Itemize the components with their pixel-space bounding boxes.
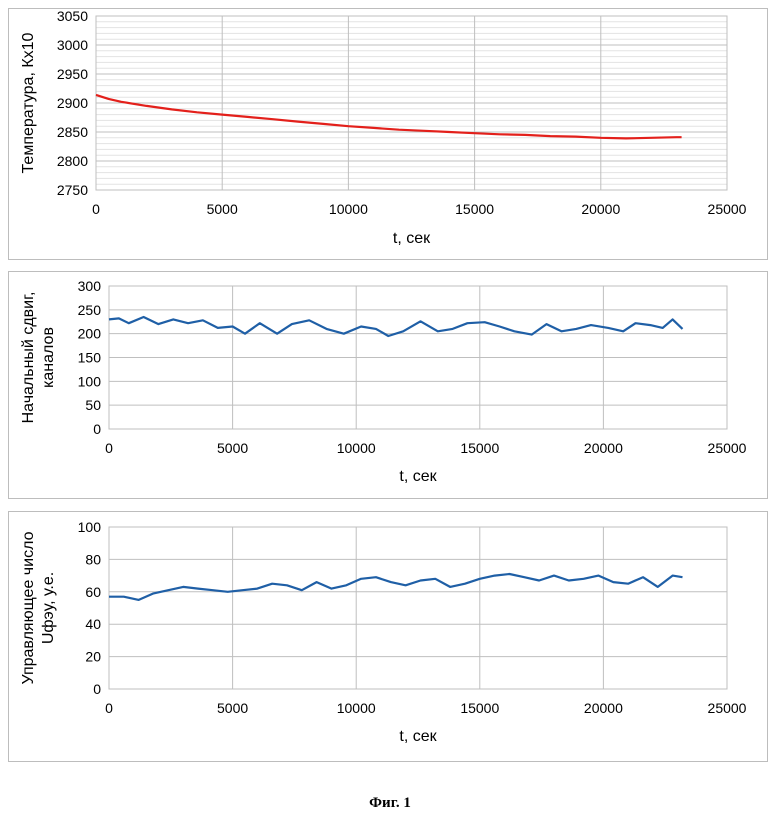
x-tick-label: 10000 <box>329 201 368 217</box>
x-tick-label: 20000 <box>581 201 620 217</box>
x-tick-label: 20000 <box>584 440 623 456</box>
x-tick-label: 0 <box>92 201 100 217</box>
y-tick-label: 40 <box>85 616 101 632</box>
y-tick-label: 20 <box>85 649 101 665</box>
x-tick-label: 10000 <box>337 440 376 456</box>
x-axis-label: t, сек <box>399 468 437 485</box>
y-tick-label: 50 <box>85 397 101 413</box>
y-tick-label: 0 <box>93 681 101 697</box>
x-tick-label: 10000 <box>337 700 376 716</box>
x-tick-label: 15000 <box>455 201 494 217</box>
temperature-chart-panel: 2750 2800 2850 2900 2950 3000 3050 0 5000 10000 15… <box>8 8 768 260</box>
y-tick-label: 3000 <box>57 37 88 53</box>
y-axis-label: Управляющее числоUфэу, у.е. <box>20 531 57 684</box>
x-tick-label: 0 <box>105 700 113 716</box>
y-tick-label: 100 <box>78 373 102 389</box>
y-axis-label: Температура, Кх10 <box>20 32 37 173</box>
x-tick-label: 15000 <box>460 700 499 716</box>
x-tick-label: 5000 <box>217 440 248 456</box>
x-tick-label: 25000 <box>708 440 747 456</box>
x-axis-label: t, сек <box>393 230 431 247</box>
y-tick-label: 300 <box>78 278 102 294</box>
x-tick-label: 5000 <box>207 201 238 217</box>
y-tick-label: 2800 <box>57 153 88 169</box>
y-tick-label: 2950 <box>57 66 88 82</box>
x-axis-label: t, сек <box>399 728 437 745</box>
control-number-chart-panel: 0 20 40 60 80 100 0 5000 10000 15000 20000 25000 t, … <box>8 511 768 762</box>
y-tick-label: 250 <box>78 302 102 318</box>
x-tick-label: 15000 <box>460 440 499 456</box>
shift-chart-panel: 0 50 100 150 200 250 300 0 5000 10000 15000 20000 25… <box>8 271 768 499</box>
y-tick-label: 100 <box>78 519 102 535</box>
x-tick-label: 25000 <box>708 700 747 716</box>
y-tick-label: 2900 <box>57 95 88 111</box>
y-tick-label: 2750 <box>57 182 88 198</box>
y-tick-label: 60 <box>85 584 101 600</box>
y-tick-label: 2850 <box>57 124 88 140</box>
figure-caption: Фиг. 1 <box>0 795 780 812</box>
y-axis-label: Начальный сдвиг,каналов <box>20 292 57 424</box>
plot-area <box>109 527 727 689</box>
x-tick-label: 20000 <box>584 700 623 716</box>
y-tick-label: 150 <box>78 350 102 366</box>
y-tick-label: 3050 <box>57 9 88 24</box>
x-tick-label: 25000 <box>708 201 747 217</box>
temperature-chart: 2750 2800 2850 2900 2950 3000 3050 0 5000 10000 15… <box>9 9 767 259</box>
series-line <box>109 574 683 600</box>
control-number-chart: 0 20 40 60 80 100 0 5000 10000 15000 20000 25000 t, … <box>9 512 767 761</box>
initial-shift-chart: 0 50 100 150 200 250 300 0 5000 10000 15000 20000 25… <box>9 272 767 498</box>
y-tick-label: 200 <box>78 326 102 342</box>
series-line <box>109 317 683 336</box>
y-tick-label: 0 <box>93 421 101 437</box>
y-tick-label: 80 <box>85 551 101 567</box>
x-tick-label: 5000 <box>217 700 248 716</box>
x-tick-label: 0 <box>105 440 113 456</box>
